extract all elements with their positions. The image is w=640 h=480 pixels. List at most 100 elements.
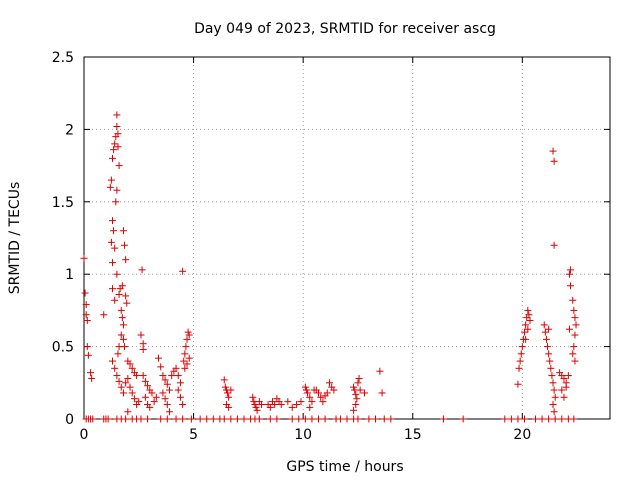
data-point xyxy=(111,296,119,304)
data-point xyxy=(137,415,145,423)
data-point xyxy=(288,403,296,411)
data-point xyxy=(172,364,180,372)
data-point xyxy=(352,390,360,398)
data-point xyxy=(157,415,165,423)
data-point xyxy=(514,415,522,423)
data-point xyxy=(113,111,121,119)
data-point xyxy=(225,403,233,411)
data-point xyxy=(113,123,121,131)
data-point xyxy=(146,403,154,411)
data-point xyxy=(571,314,579,322)
data-point xyxy=(124,408,132,416)
data-point xyxy=(124,374,132,382)
data-point xyxy=(251,401,259,409)
data-point xyxy=(81,289,89,297)
data-point xyxy=(540,321,548,329)
data-point xyxy=(152,393,160,401)
data-point xyxy=(240,415,248,423)
data-point xyxy=(130,395,138,403)
data-point xyxy=(354,379,362,387)
data-point xyxy=(119,389,127,397)
data-point xyxy=(271,401,279,409)
data-point xyxy=(179,415,187,423)
data-point xyxy=(111,364,119,372)
data-point xyxy=(570,415,578,423)
data-point xyxy=(501,415,509,423)
data-point xyxy=(550,157,558,165)
data-point xyxy=(545,415,553,423)
data-point xyxy=(113,270,121,278)
data-point xyxy=(350,383,358,391)
data-point xyxy=(571,331,579,339)
data-point xyxy=(122,292,130,300)
data-point xyxy=(141,393,149,401)
data-point xyxy=(112,198,120,206)
data-point xyxy=(301,415,309,423)
data-point xyxy=(266,415,274,423)
data-point xyxy=(297,398,305,406)
data-point xyxy=(571,357,579,365)
data-point xyxy=(108,217,116,225)
data-point xyxy=(224,389,232,397)
data-point xyxy=(183,335,191,343)
data-point xyxy=(141,377,149,385)
data-point xyxy=(108,154,116,162)
data-point xyxy=(570,306,578,314)
data-point xyxy=(542,335,550,343)
data-point xyxy=(277,401,285,409)
data-point xyxy=(155,354,163,362)
data-point xyxy=(288,415,296,423)
data-point xyxy=(108,285,116,293)
x-tick-label: 20 xyxy=(513,427,531,443)
data-point xyxy=(128,389,136,397)
data-point xyxy=(354,415,362,423)
data-point xyxy=(541,328,549,336)
data-point xyxy=(82,311,90,319)
data-point xyxy=(83,343,91,351)
data-point xyxy=(361,389,369,397)
data-point xyxy=(560,374,568,382)
data-point xyxy=(148,389,156,397)
data-point xyxy=(181,350,189,358)
data-point xyxy=(564,372,572,380)
data-point xyxy=(515,364,523,372)
data-point xyxy=(174,372,182,380)
data-point xyxy=(524,325,532,333)
data-point xyxy=(163,401,171,409)
data-point xyxy=(187,415,195,423)
data-point xyxy=(547,364,555,372)
data-point xyxy=(180,357,188,365)
data-point xyxy=(308,415,316,423)
plot-frame xyxy=(83,56,611,420)
data-point xyxy=(569,350,577,358)
data-point xyxy=(88,374,96,382)
y-tick-label: 2.5 xyxy=(52,50,74,66)
data-point xyxy=(518,343,526,351)
data-point xyxy=(306,393,314,401)
data-point xyxy=(376,367,384,375)
data-point xyxy=(548,372,556,380)
data-point xyxy=(549,147,557,155)
data-point xyxy=(521,328,529,336)
data-point xyxy=(293,401,301,409)
y-tick-label: 2 xyxy=(65,122,74,138)
x-axis-label: GPS time / hours xyxy=(286,459,403,475)
data-point xyxy=(336,415,344,423)
data-point xyxy=(107,176,115,184)
data-point xyxy=(330,386,338,394)
data-point xyxy=(106,183,114,191)
y-tick-label: 0 xyxy=(65,412,74,428)
data-point xyxy=(87,369,95,377)
data-point xyxy=(225,393,233,401)
data-point xyxy=(184,328,192,336)
data-point xyxy=(165,408,173,416)
data-point xyxy=(183,360,191,368)
data-point xyxy=(133,372,141,380)
data-point xyxy=(126,360,134,368)
x-tick-label: 15 xyxy=(404,427,422,443)
data-point xyxy=(355,374,363,382)
data-point xyxy=(252,403,260,411)
data-point xyxy=(549,379,557,387)
data-point xyxy=(321,415,329,423)
data-point xyxy=(371,415,379,423)
